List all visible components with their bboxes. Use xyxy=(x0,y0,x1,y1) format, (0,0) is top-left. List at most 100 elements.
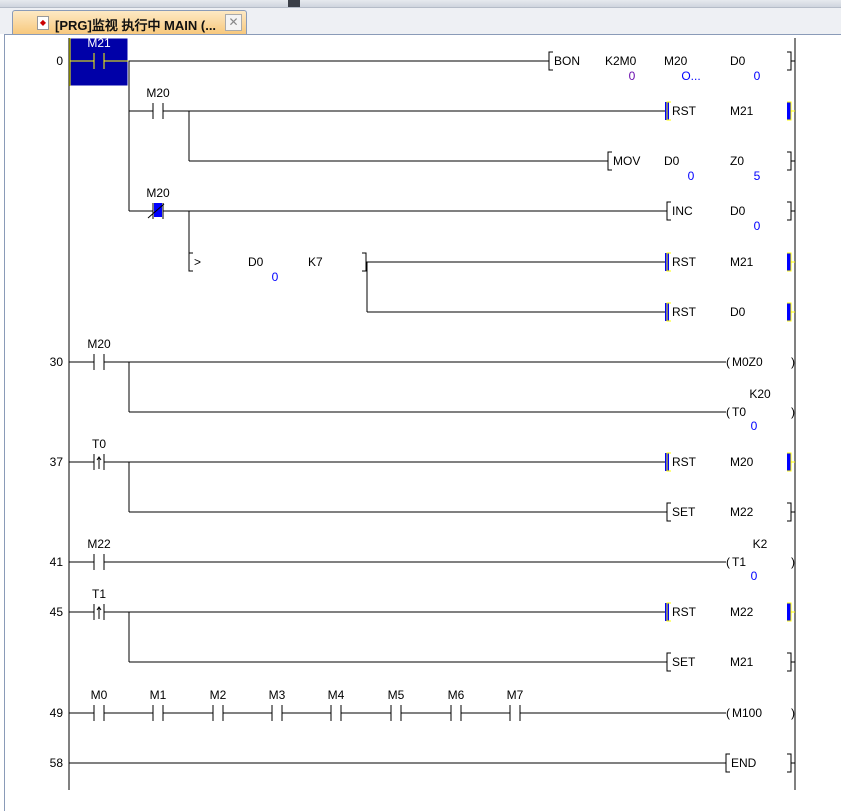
contact-m22-gap xyxy=(94,560,104,564)
contact-m6-gap xyxy=(451,711,461,715)
step-number: 0 xyxy=(56,54,63,68)
operand-d0: D0 xyxy=(248,255,264,269)
tab-program-main[interactable]: ◆ [PRG]监视 执行中 MAIN (... ✕ xyxy=(12,10,247,35)
operand-value: 0 xyxy=(629,69,636,83)
contact-t0-label: T0 xyxy=(92,437,106,451)
instruction-inc-bracket-left xyxy=(666,201,671,221)
ladder-editor[interactable]: 0 30 37 41 45 49 58 M21 M20 M20 M20 T0 M22 T1 M0 M1 M2 M3… xyxy=(4,34,841,811)
operand-m22: M22 xyxy=(730,605,754,619)
program-icon: ◆ xyxy=(37,16,49,30)
instruction-mov-bracket-right xyxy=(787,151,795,171)
operand-m20: M20 xyxy=(664,54,688,68)
instruction-t0-coil-label: T0 xyxy=(732,405,746,419)
instruction-set-bracket-left xyxy=(666,652,671,672)
contact-m4-gap xyxy=(331,711,341,715)
toolbar-dropdown-button[interactable] xyxy=(288,0,300,7)
contact-t1-label: T1 xyxy=(92,587,106,601)
instruction-rst-op: RST xyxy=(672,305,697,319)
contact-m2-label: M2 xyxy=(210,688,227,702)
operand-d0: D0 xyxy=(730,54,746,68)
instruction-rst-bracket-right xyxy=(787,101,795,121)
contact-m1-gap xyxy=(153,711,163,715)
instruction-rst-bracket-right-energized xyxy=(787,303,791,321)
rising-edge-arrow-icon xyxy=(96,606,102,619)
instruction-mov-bracket-left xyxy=(607,151,612,171)
operand-value: 0 xyxy=(688,169,695,183)
contact-m4-label: M4 xyxy=(328,688,345,702)
contact-m0-gap xyxy=(94,711,104,715)
instruction-t1-coil-close: ) xyxy=(791,555,795,569)
contact-m20-energized xyxy=(154,203,162,217)
operand-value: 0 xyxy=(754,69,761,83)
instruction-rst-bracket-left xyxy=(666,252,671,272)
contact-m20-slash xyxy=(147,203,165,219)
instruction-compare-bracket-right xyxy=(362,252,370,272)
instruction-m100-coil-open: ( xyxy=(726,706,730,720)
instruction-m100-coil-close: ) xyxy=(791,706,795,720)
instruction-rst-op: RST xyxy=(672,605,697,619)
contact-m7-gap xyxy=(510,711,520,715)
operand-d0: D0 xyxy=(664,154,680,168)
contact-m7-label: M7 xyxy=(507,688,524,702)
instruction-m100-coil-label: M100 xyxy=(732,706,762,720)
step-number: 37 xyxy=(50,455,64,469)
instruction-m0z0-coil-close: ) xyxy=(791,355,795,369)
contact-m6-label: M6 xyxy=(448,688,465,702)
instruction-rst-op: RST xyxy=(672,255,697,269)
step-number: 30 xyxy=(50,355,64,369)
operand-z0: Z0 xyxy=(730,154,744,168)
step-number: 49 xyxy=(50,706,64,720)
instruction-bon-bracket-left xyxy=(548,51,553,71)
close-icon[interactable]: ✕ xyxy=(225,14,242,31)
instruction-rst-bracket-right-energized xyxy=(787,253,791,271)
instruction-t1-current-value: 0 xyxy=(751,569,758,583)
step-number: 45 xyxy=(50,605,64,619)
operand-k7: K7 xyxy=(308,255,323,269)
operand-value: O... xyxy=(681,69,700,83)
step-number: 58 xyxy=(50,756,64,770)
operand-m21: M21 xyxy=(730,104,754,118)
instruction-rst-bracket-left xyxy=(666,602,671,622)
ladder-diagram[interactable]: 0 30 37 41 45 49 58 M21 M20 M20 M20 T0 M22 T1 M0 M1 M2 M3… xyxy=(5,35,841,811)
contact-m20-label: M20 xyxy=(146,86,170,100)
instruction-bon-op: BON xyxy=(554,54,580,68)
contact-m20-gap xyxy=(153,109,163,113)
instruction-rst-bracket-right xyxy=(787,252,795,272)
instruction-rst-op: RST xyxy=(672,104,697,118)
operand-d0: D0 xyxy=(730,305,746,319)
operand-k2m0: K2M0 xyxy=(605,54,637,68)
instruction-rst-bracket-right-energized xyxy=(787,453,791,471)
instruction-t0-coil-open: ( xyxy=(726,405,730,419)
contact-m21-label: M21 xyxy=(87,36,111,50)
contact-m20-gap xyxy=(94,360,104,364)
instruction-set-bracket-right xyxy=(787,502,795,522)
instruction-bon-bracket-right xyxy=(787,51,795,71)
instruction-end-bracket-right xyxy=(787,753,795,773)
contact-m2-gap xyxy=(213,711,223,715)
instruction-end-op: END xyxy=(731,756,757,770)
instruction-set-bracket-left xyxy=(666,502,671,522)
operand-m22: M22 xyxy=(730,505,754,519)
instruction-rst-bracket-right xyxy=(787,452,795,472)
instruction-inc-op: INC xyxy=(672,204,693,218)
instruction-compare-op: > xyxy=(194,255,201,269)
instruction-compare-bracket-left xyxy=(188,252,193,272)
instruction-end-bracket-left xyxy=(725,753,730,773)
instruction-m0z0-coil-label: M0Z0 xyxy=(732,355,763,369)
contact-m20-label: M20 xyxy=(146,186,170,200)
contact-m21-gap xyxy=(94,59,104,63)
toolbar xyxy=(0,0,841,8)
instruction-rst-bracket-left xyxy=(666,101,671,121)
instruction-t0-current-value: 0 xyxy=(751,419,758,433)
instruction-rst-bracket-right xyxy=(787,302,795,322)
instruction-set-op: SET xyxy=(672,505,696,519)
instruction-set-bracket-right xyxy=(787,652,795,672)
instruction-rst-bracket-right xyxy=(787,602,795,622)
operand-d0: D0 xyxy=(730,204,746,218)
operand-value: 0 xyxy=(754,219,761,233)
instruction-rst-op: RST xyxy=(672,455,697,469)
rising-edge-arrow-icon xyxy=(96,456,102,469)
contact-m5-label: M5 xyxy=(388,688,405,702)
operand-m20: M20 xyxy=(730,455,754,469)
instruction-t1-setting: K2 xyxy=(753,537,768,551)
